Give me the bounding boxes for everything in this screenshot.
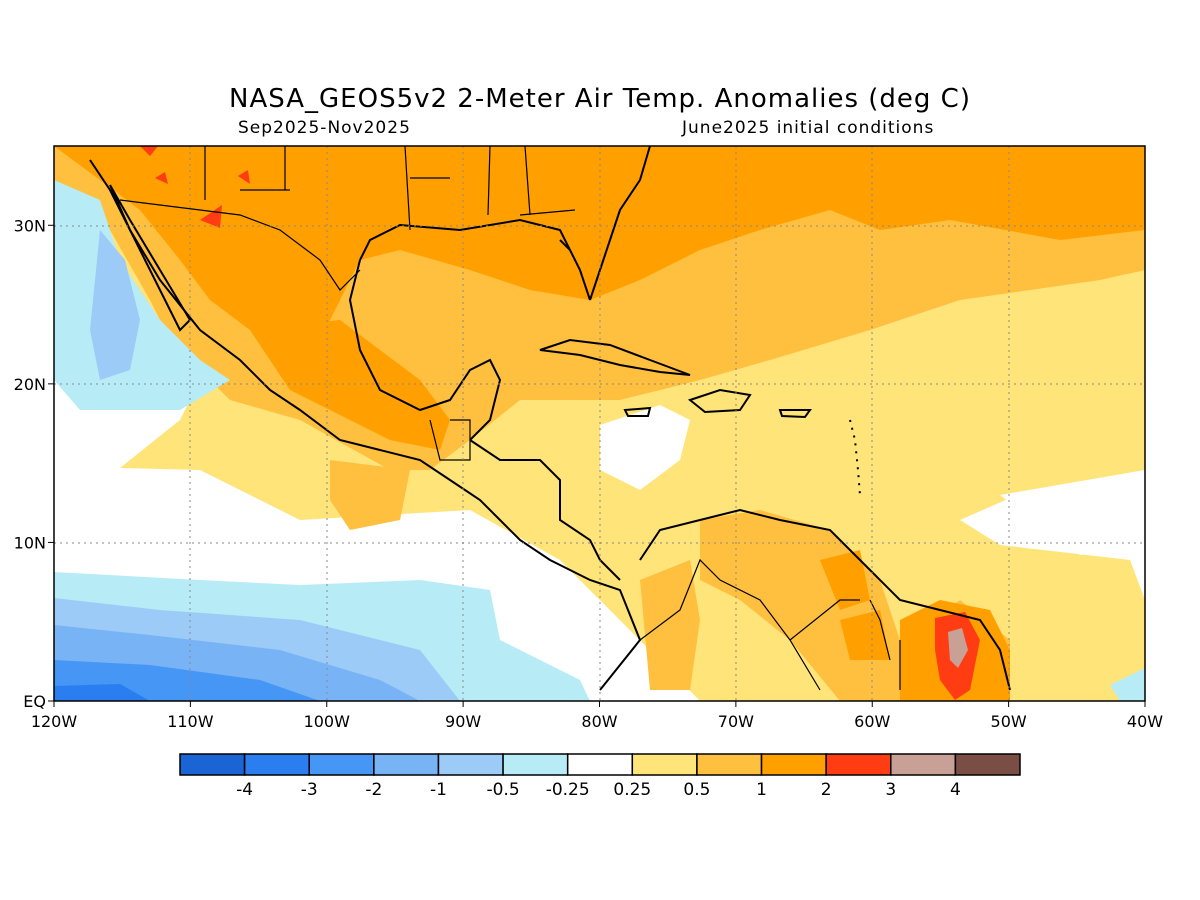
lon-tick-label: 50W bbox=[991, 712, 1027, 731]
colorbar-label: -4 bbox=[236, 780, 253, 800]
colorbar-swatch bbox=[308, 753, 375, 776]
coastline-jamaica bbox=[623, 406, 652, 417]
anomaly-region-red-nv bbox=[155, 172, 168, 184]
anomaly-region-orange-mexico bbox=[250, 320, 450, 450]
colorbar-swatch bbox=[760, 753, 827, 776]
coastline-baja bbox=[109, 184, 192, 332]
lon-tick-label: 110W bbox=[167, 712, 214, 731]
anomaly-region-light-orange-col bbox=[640, 560, 700, 690]
anomaly-region-red-ca bbox=[140, 146, 158, 156]
coastline-pacific-mexico bbox=[89, 159, 642, 691]
colorbar: -4 -3 -2 -1 -0.5 -0.25 0.25 0.5 1 2 3 4 bbox=[179, 753, 1021, 800]
colorbar-label: -0.25 bbox=[546, 780, 590, 800]
colorbar-swatch bbox=[566, 753, 634, 776]
lon-tick-label: 40W bbox=[1127, 712, 1163, 731]
border-us-states bbox=[204, 146, 576, 231]
border-south-america bbox=[639, 558, 901, 691]
lat-tick-label: EQ bbox=[23, 692, 46, 711]
colorbar-label: 4 bbox=[950, 780, 961, 800]
coastline-florida-east bbox=[589, 146, 651, 301]
anomaly-region-red-nm bbox=[238, 170, 250, 184]
anomaly-region-brown-fr-guiana bbox=[948, 628, 968, 668]
colorbar-label: 0.5 bbox=[683, 780, 710, 800]
anomaly-region-light-orange-pacific bbox=[330, 460, 410, 530]
anomaly-region-light-blue-atlantic bbox=[1110, 668, 1145, 701]
colorbar-swatch bbox=[502, 753, 569, 776]
colorbar-label: -2 bbox=[365, 780, 382, 800]
colorbar-swatch bbox=[696, 753, 763, 776]
coastlines bbox=[89, 146, 1011, 691]
lat-tick-label: 30N bbox=[14, 216, 46, 235]
colorbar-swatch bbox=[373, 753, 440, 776]
colorbar-swatch bbox=[631, 753, 698, 776]
anomaly-region-white-caribbean bbox=[600, 405, 690, 490]
colorbar-label: -0.5 bbox=[486, 780, 519, 800]
lon-tick-label: 80W bbox=[581, 712, 617, 731]
coastline-gulf bbox=[359, 218, 591, 301]
colorbar-label: -3 bbox=[301, 780, 318, 800]
anomaly-region-orange-venezuela bbox=[820, 550, 870, 610]
graticule bbox=[54, 146, 1145, 701]
coastline-puerto-rico bbox=[778, 409, 812, 419]
coastline-cuba bbox=[539, 338, 691, 376]
lon-tick-label: 120W bbox=[31, 712, 78, 731]
anomaly-region-dark-blue-south bbox=[54, 684, 150, 701]
anomaly-region-blue-baja bbox=[90, 230, 140, 380]
lon-tick-label: 70W bbox=[718, 712, 754, 731]
colorbar-swatch bbox=[890, 753, 957, 776]
anomaly-region-red-az bbox=[200, 205, 222, 228]
lat-tick-label: 20N bbox=[14, 375, 46, 394]
border-guatemala bbox=[429, 419, 471, 461]
forecast-period: Sep2025-Nov2025 bbox=[238, 118, 411, 138]
colorbar-label: -1 bbox=[430, 780, 447, 800]
colorbar-swatch bbox=[179, 753, 246, 776]
colorbar-label: 1 bbox=[756, 780, 767, 800]
coastline-south-america-north bbox=[639, 508, 1011, 691]
anomaly-region-orange-guyana bbox=[840, 610, 890, 660]
lat-tick-label: 10N bbox=[14, 533, 46, 552]
colorbar-swatch bbox=[243, 753, 310, 776]
coastline-gulf-west bbox=[348, 259, 502, 441]
colorbar-swatch bbox=[437, 753, 504, 776]
colorbar-swatch bbox=[954, 753, 1021, 776]
figure-title: NASA_GEOS5v2 2-Meter Air Temp. Anomalies… bbox=[229, 84, 971, 114]
colorbar-label: 0.25 bbox=[613, 780, 651, 800]
axis-ticks: 120W 110W 100W 90W 80W 70W 60W 50W 40W EQ 10N 20N 30… bbox=[14, 216, 1164, 731]
coastline-central-america bbox=[469, 439, 621, 581]
lon-tick-label: 100W bbox=[304, 712, 351, 731]
lon-tick-label: 90W bbox=[445, 712, 481, 731]
border-us-mexico bbox=[119, 199, 361, 291]
colorbar-swatch bbox=[825, 753, 892, 776]
anomaly-region-white-atlantic bbox=[1000, 470, 1145, 555]
initial-conditions-label: June2025 initial conditions bbox=[682, 118, 935, 138]
colorbar-label: 3 bbox=[885, 780, 896, 800]
coastline-hispaniola bbox=[687, 388, 752, 414]
colorbar-label: 2 bbox=[821, 780, 832, 800]
lon-tick-label: 60W bbox=[854, 712, 890, 731]
